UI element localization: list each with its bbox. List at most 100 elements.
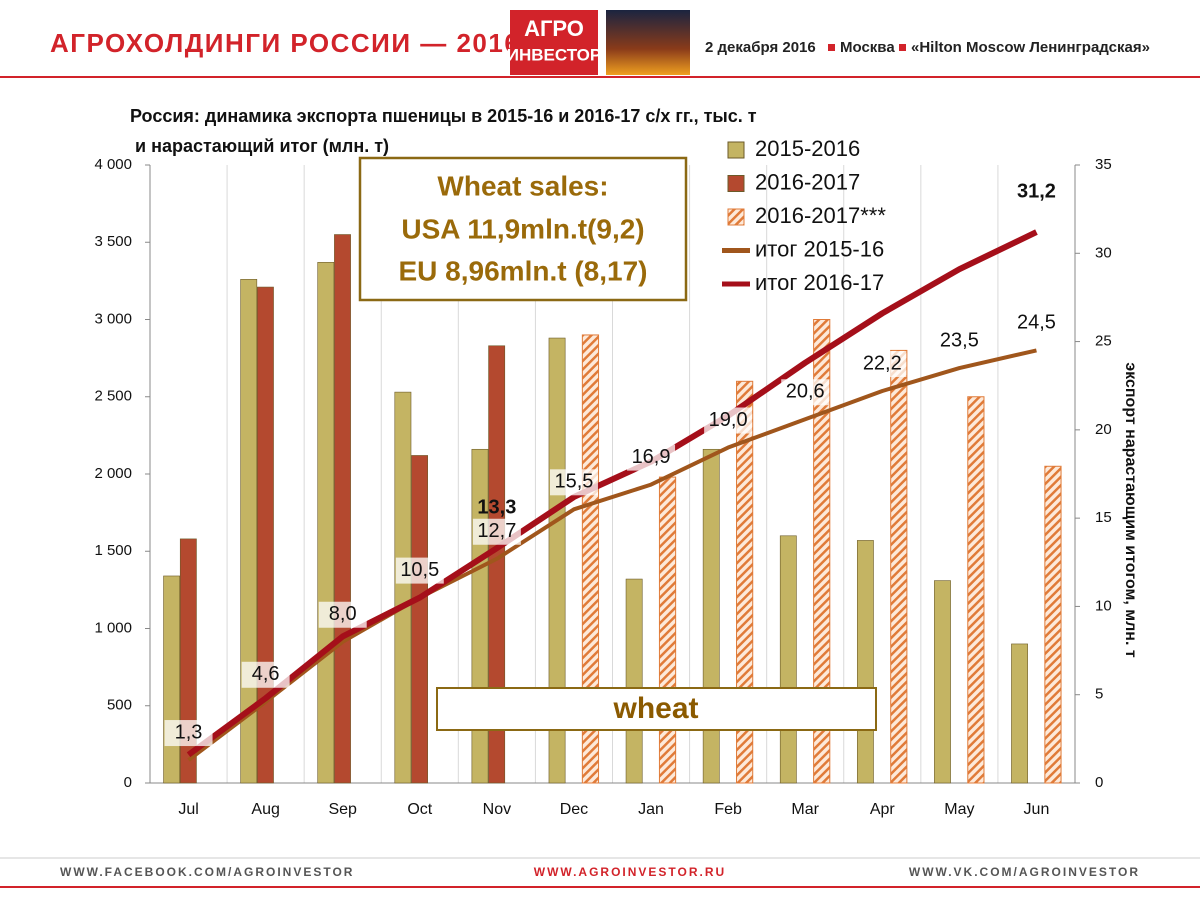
data-label: 10,5 bbox=[400, 559, 439, 581]
y2-tick-label: 15 bbox=[1095, 509, 1112, 526]
legend-label: 2015-2016 bbox=[755, 136, 860, 161]
y-tick-label: 0 bbox=[124, 774, 132, 791]
logo-bottom: ИНВЕСТОР bbox=[507, 45, 602, 64]
x-tick-label: Mar bbox=[791, 801, 819, 818]
bullet bbox=[899, 44, 906, 51]
bar bbox=[411, 455, 428, 784]
label-bg bbox=[627, 444, 676, 471]
bar bbox=[813, 319, 831, 784]
bar bbox=[967, 396, 985, 784]
label-bg bbox=[704, 407, 753, 434]
y-tick-label: 500 bbox=[107, 697, 132, 714]
bullet bbox=[828, 44, 835, 51]
data-label: 13,3 bbox=[477, 496, 516, 518]
legend-swatch bbox=[727, 141, 745, 159]
y2-tick-label: 20 bbox=[1095, 421, 1112, 438]
x-tick-label: Dec bbox=[560, 801, 588, 818]
label-bg bbox=[472, 518, 521, 545]
label-bg bbox=[318, 601, 367, 628]
bar bbox=[334, 234, 351, 784]
x-tick-label: Jun bbox=[1024, 801, 1050, 818]
x-tick-label: Nov bbox=[483, 801, 511, 818]
data-label: 22,2 bbox=[863, 352, 902, 374]
y2-axis-title: экспорт нарастающим итогом, млн. т bbox=[1122, 362, 1139, 657]
footer-link: WWW.FACEBOOK.COM/AGROINVESTOR bbox=[60, 865, 354, 879]
bar bbox=[548, 337, 566, 784]
y-tick-label: 1 500 bbox=[94, 542, 132, 559]
legend-label: 2016-2017*** bbox=[755, 203, 886, 228]
y-tick-label: 1 000 bbox=[94, 619, 132, 636]
sales-text: Wheat sales: bbox=[437, 170, 608, 201]
y2-tick-label: 10 bbox=[1095, 597, 1112, 614]
y2-tick-label: 5 bbox=[1095, 686, 1103, 703]
data-label: 23,5 bbox=[940, 329, 979, 351]
bar bbox=[581, 334, 600, 784]
footer-link: WWW.VK.COM/AGROINVESTOR bbox=[909, 865, 1140, 879]
x-tick-label: May bbox=[944, 801, 974, 818]
label-bg bbox=[858, 351, 907, 378]
sales-text: EU 8,96mln.t (8,17) bbox=[399, 255, 648, 286]
y2-tick-label: 0 bbox=[1095, 774, 1103, 791]
y-tick-label: 3 500 bbox=[94, 233, 132, 250]
data-label: 16,9 bbox=[632, 446, 671, 468]
bar bbox=[890, 349, 908, 784]
x-tick-label: Feb bbox=[714, 801, 742, 818]
label-bg bbox=[241, 661, 290, 688]
bar bbox=[779, 535, 797, 784]
bar bbox=[1044, 465, 1062, 784]
bar bbox=[856, 540, 874, 784]
logo bbox=[510, 10, 598, 75]
header-venue: «Hilton Moscow Ленинградская» bbox=[911, 39, 1150, 56]
commodity-label: wheat bbox=[612, 692, 698, 725]
bar bbox=[736, 380, 754, 784]
x-tick-label: Apr bbox=[870, 801, 896, 818]
x-tick-label: Oct bbox=[407, 801, 432, 818]
x-tick-label: Sep bbox=[328, 801, 357, 818]
chart-title: и нарастающий итог (млн. т) bbox=[135, 136, 389, 156]
sales-text: USA 11,9mln.t(9,2) bbox=[401, 213, 644, 244]
header-city: Москва bbox=[840, 39, 895, 56]
bar bbox=[257, 286, 274, 784]
label-bg bbox=[781, 379, 830, 406]
legend-swatch bbox=[727, 208, 745, 226]
data-label: 20,6 bbox=[786, 381, 825, 403]
bar bbox=[702, 448, 720, 784]
label-bg bbox=[549, 469, 598, 496]
header-title: АГРОХОЛДИНГИ РОССИИ — 2016 bbox=[50, 28, 520, 58]
data-label: 12,7 bbox=[477, 520, 516, 542]
bar bbox=[179, 538, 197, 784]
bar bbox=[163, 575, 181, 784]
logo-image bbox=[606, 10, 690, 75]
bar bbox=[1011, 643, 1028, 784]
data-label: 8,0 bbox=[329, 603, 357, 625]
x-tick-label: Aug bbox=[251, 801, 279, 818]
bar bbox=[658, 476, 677, 784]
label-bg bbox=[164, 720, 213, 747]
legend-label: итог 2016-17 bbox=[755, 270, 884, 295]
legend-label: 2016-2017 bbox=[755, 169, 860, 194]
bar bbox=[240, 279, 258, 784]
bar bbox=[625, 578, 643, 784]
data-label: 4,6 bbox=[252, 663, 280, 685]
bar bbox=[934, 580, 951, 784]
chart-title: Россия: динамика экспорта пшеницы в 2015… bbox=[130, 106, 757, 126]
footer-link: WWW.AGROINVESTOR.RU bbox=[534, 865, 726, 879]
label-bg bbox=[935, 328, 984, 355]
y-tick-label: 2 000 bbox=[94, 465, 132, 482]
x-tick-label: Jan bbox=[638, 801, 664, 818]
header-date: 2 декабря 2016 bbox=[705, 39, 816, 56]
legend-swatch bbox=[727, 175, 745, 192]
line bbox=[187, 348, 1037, 762]
data-label: 15,5 bbox=[554, 471, 593, 493]
data-label: 19,0 bbox=[709, 409, 748, 431]
y2-tick-label: 25 bbox=[1095, 333, 1112, 350]
y2-tick-label: 35 bbox=[1095, 156, 1112, 173]
label-bg bbox=[1012, 310, 1061, 337]
y-tick-label: 4 000 bbox=[94, 156, 132, 173]
data-label: 1,3 bbox=[175, 721, 203, 743]
commodity-box bbox=[436, 687, 877, 731]
label-bg bbox=[395, 557, 444, 584]
x-tick-label: Jul bbox=[178, 801, 198, 818]
bar bbox=[317, 262, 335, 784]
